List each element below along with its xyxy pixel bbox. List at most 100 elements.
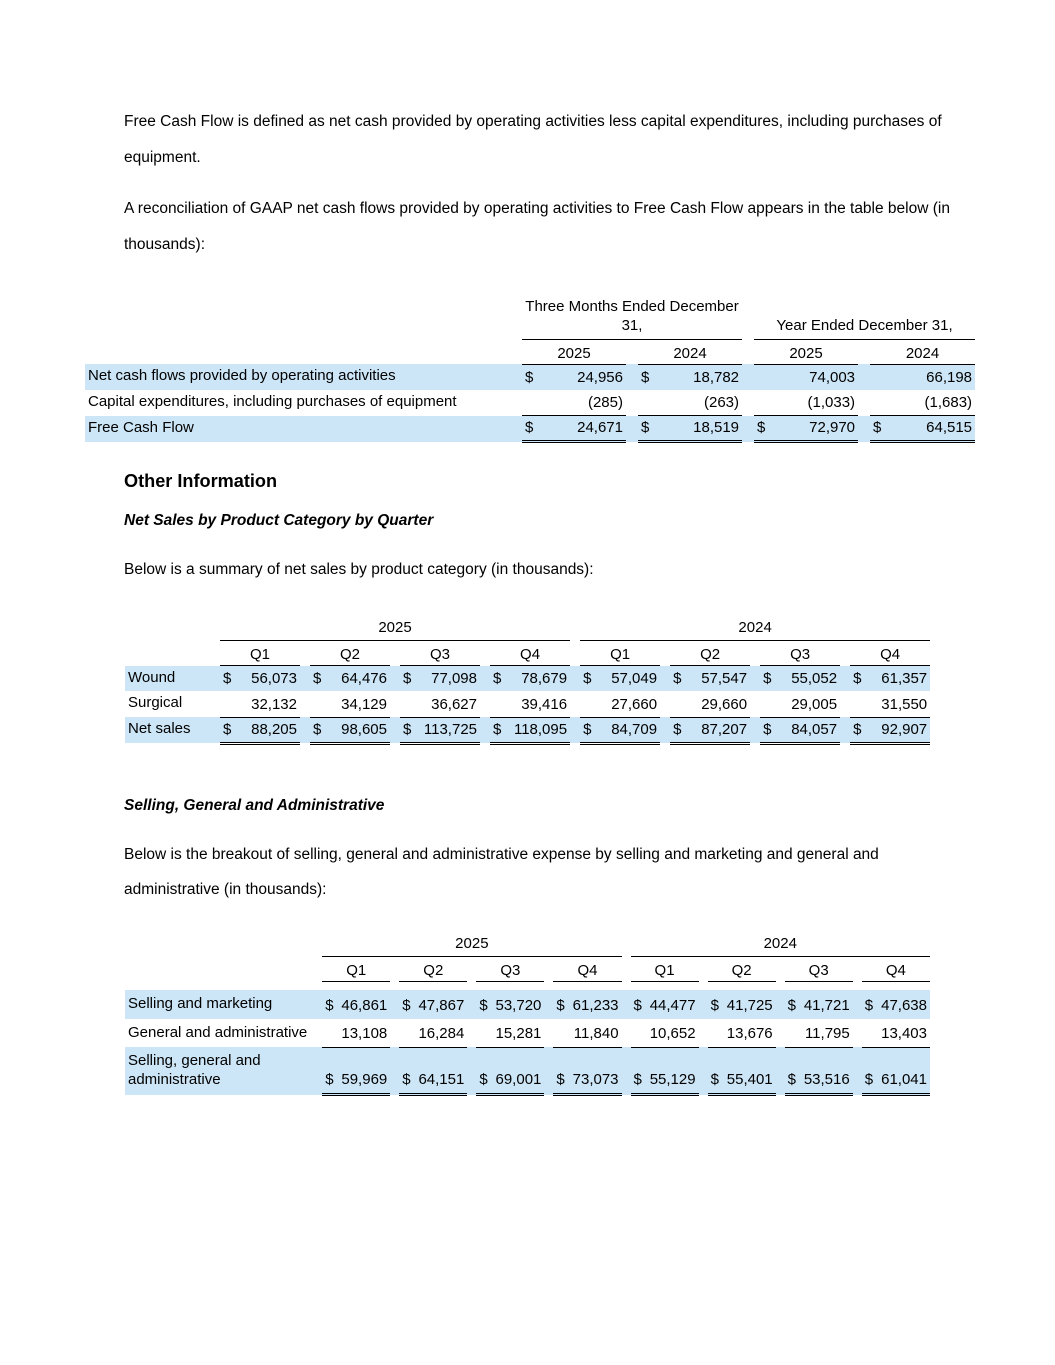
table-cell: $61,233 bbox=[553, 990, 621, 1019]
quarter-header: Q2 bbox=[399, 957, 468, 983]
column-gap bbox=[853, 1047, 862, 1095]
cell-value: 31,550 bbox=[881, 695, 928, 713]
ns-year-group-2024: 2024 bbox=[580, 618, 931, 642]
dollar-sign: $ bbox=[710, 1071, 719, 1089]
year-header: 2025 bbox=[522, 339, 626, 365]
column-gap bbox=[742, 297, 754, 340]
quarter-header: Q4 bbox=[850, 641, 931, 667]
ns-quarter-header-row: Q1 Q2 Q3 Q4 Q1 Q2 Q3 Q4 bbox=[125, 641, 931, 667]
quarter-header: Q3 bbox=[400, 641, 480, 667]
sga-heading: Selling, General and Administrative bbox=[124, 796, 385, 814]
table-cell: $18,782 bbox=[638, 364, 742, 390]
cell-value: 55,129 bbox=[649, 1071, 696, 1089]
cell-value: 55,052 bbox=[791, 670, 838, 688]
table-cell: 13,676 bbox=[707, 1018, 776, 1048]
cell-value: 16,284 bbox=[418, 1024, 465, 1042]
cell-value: 57,049 bbox=[611, 670, 658, 688]
column-gap bbox=[570, 717, 580, 743]
column-gap bbox=[480, 691, 490, 717]
row-label: Selling, general and administrative bbox=[128, 1052, 261, 1089]
column-gap bbox=[467, 990, 476, 1019]
cell-value: (1,683) bbox=[924, 394, 973, 412]
column-gap bbox=[467, 1047, 476, 1095]
fcf-group-header-row: Three Months Ended December 31, Year End… bbox=[85, 297, 976, 340]
column-gap bbox=[390, 1019, 399, 1048]
table-cell: 36,627 bbox=[400, 691, 480, 718]
column-gap bbox=[622, 1047, 631, 1095]
cell-value: 61,041 bbox=[881, 1071, 927, 1089]
column-gap bbox=[750, 641, 760, 666]
column-gap bbox=[390, 666, 400, 692]
column-gap bbox=[853, 1019, 862, 1048]
row-label: Capital expenditures, including purchase… bbox=[88, 392, 457, 410]
net-sales-intro: Below is a summary of net sales by produ… bbox=[124, 561, 594, 579]
group-header-label: 2024 bbox=[580, 618, 931, 642]
table-cell: $53,720 bbox=[476, 990, 544, 1019]
dollar-sign: $ bbox=[525, 368, 534, 386]
dollar-sign: $ bbox=[633, 996, 642, 1014]
empty-cell bbox=[125, 957, 322, 982]
table-cell: 74,003 bbox=[754, 364, 858, 390]
dollar-sign: $ bbox=[763, 720, 772, 738]
cell-value: 11,840 bbox=[573, 1024, 619, 1042]
dollar-sign: $ bbox=[853, 720, 862, 738]
quarter-header: Q1 bbox=[220, 641, 300, 667]
table-row-surgical: Surgical 32,132 34,129 36,627 39,416 27,… bbox=[125, 691, 931, 718]
column-gap bbox=[699, 990, 708, 1019]
cell-value: 92,907 bbox=[881, 720, 928, 738]
table-cell: $92,907 bbox=[850, 717, 931, 745]
table-cell: $57,049 bbox=[580, 666, 660, 692]
column-gap bbox=[840, 691, 850, 717]
cell-value: (285) bbox=[587, 394, 623, 412]
dollar-sign: $ bbox=[403, 720, 412, 738]
table-cell: $41,721 bbox=[785, 990, 853, 1019]
dollar-sign: $ bbox=[313, 670, 322, 688]
empty-cell bbox=[125, 934, 322, 958]
cell-value: 29,660 bbox=[701, 695, 748, 713]
table-cell: 29,005 bbox=[760, 691, 841, 718]
column-gap bbox=[544, 957, 553, 982]
paragraph-fcf-reconciliation: A reconciliation of GAAP net cash flows … bbox=[124, 200, 950, 253]
cell-value: 66,198 bbox=[926, 368, 973, 386]
table-cell: $113,725 bbox=[400, 717, 480, 745]
column-gap bbox=[622, 1019, 631, 1048]
quarter-header: Q2 bbox=[707, 957, 776, 983]
row-label: Wound bbox=[128, 668, 176, 686]
table-cell: $44,477 bbox=[631, 990, 699, 1019]
sga-year-group-2024: 2024 bbox=[630, 934, 930, 958]
column-gap bbox=[699, 1019, 708, 1048]
dollar-sign: $ bbox=[479, 996, 488, 1014]
dollar-sign: $ bbox=[402, 1071, 411, 1089]
group-header-label: 2025 bbox=[220, 618, 571, 642]
table-cell: $55,052 bbox=[760, 666, 840, 692]
table-cell: (1,683) bbox=[870, 389, 976, 417]
dollar-sign: $ bbox=[864, 1071, 874, 1089]
column-gap bbox=[858, 390, 870, 416]
column-gap bbox=[853, 957, 862, 982]
dollar-sign: $ bbox=[787, 1071, 796, 1089]
table-row-net-cash-flows: Net cash flows provided by operating act… bbox=[85, 364, 976, 390]
cell-value: 11,795 bbox=[804, 1024, 850, 1042]
cell-value: 18,782 bbox=[693, 368, 740, 386]
column-gap bbox=[544, 990, 553, 1019]
ns-year-group-row: 2025 2024 bbox=[125, 618, 931, 642]
cell-value: 61,233 bbox=[572, 996, 619, 1014]
column-gap bbox=[544, 1019, 553, 1048]
group-header-label: 2025 bbox=[322, 934, 622, 958]
column-gap bbox=[390, 990, 399, 1019]
column-gap bbox=[390, 717, 400, 743]
cell-value: (1,033) bbox=[807, 394, 856, 412]
row-label: Selling and marketing bbox=[128, 994, 273, 1012]
table-cell: $55,401 bbox=[707, 1047, 776, 1097]
table-row-sga-total: Selling, general and administrative $59,… bbox=[125, 1047, 930, 1097]
sga-quarter-header-row: Q1 Q2 Q3 Q4 Q1 Q2 Q3 Q4 bbox=[125, 957, 930, 983]
cell-value: 18,519 bbox=[693, 419, 740, 437]
column-gap bbox=[776, 990, 785, 1019]
column-gap bbox=[699, 1047, 708, 1095]
cell-value: 47,638 bbox=[881, 996, 927, 1014]
year-header: 2025 bbox=[754, 339, 859, 365]
dollar-sign: $ bbox=[583, 670, 592, 688]
quarter-header: Q3 bbox=[476, 957, 545, 983]
cell-value: 24,956 bbox=[577, 368, 623, 386]
table-row-free-cash-flow: Free Cash Flow $24,671 $18,519 $72,970 $… bbox=[85, 415, 976, 444]
